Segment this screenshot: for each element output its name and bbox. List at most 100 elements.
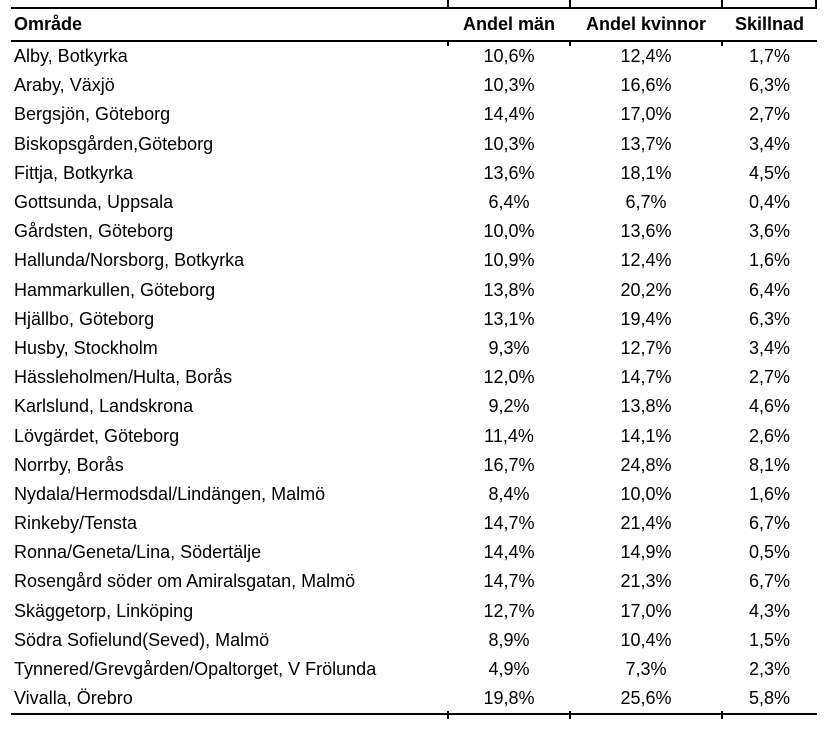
skillnad-cell: 3,6% [748,221,791,242]
table-row: Fittja, Botkyrka 13,6% 18,1% 4,5% [11,159,817,188]
skillnad-cell: 1,7% [748,46,791,67]
omrade-cell: Rinkeby/Tensta [14,513,138,534]
gridline-tick [721,41,723,46]
omrade-cell: Hallunda/Norsborg, Botkyrka [14,250,245,271]
skillnad-cell: 4,6% [748,396,791,417]
gridline-tick [569,41,571,46]
table-row: Skäggetorp, Linköping 12,7% 17,0% 4,3% [11,597,817,626]
andel-kvinnor-cell: 17,0% [620,104,672,125]
andel-kvinnor-cell: 10,4% [620,629,672,650]
skillnad-cell: 0,5% [748,542,791,563]
andel-man-cell: 12,7% [483,600,535,621]
andel-man-cell: 19,8% [448,684,570,716]
skillnad-cell: 3,4% [748,133,791,154]
andel-man-cell: 10,9% [483,250,535,271]
andel-kvinnor-cell: 7,3% [625,659,667,680]
andel-man-cell: 16,7% [483,454,535,475]
table-row: Hammarkullen, Göteborg 13,8% 20,2% 6,4% [11,276,817,305]
andel-man-cell: 10,3% [483,133,535,154]
gridline-tick [569,0,571,9]
table-row: Nydala/Hermodsdal/Lindängen, Malmö 8,4% 10… [11,480,817,509]
andel-man-cell: 13,8% [483,279,535,300]
table-row: Södra Sofielund(Seved), Malmö 8,9% 10,4% 1,… [11,626,817,655]
table-row: Gårdsten, Göteborg 10,0% 13,6% 3,6% [11,217,817,246]
skillnad-cell: 2,6% [748,425,791,446]
table-row: Alby, Botkyrka 10,6% 12,4% 1,7% [11,41,817,71]
table-row: Vivalla, Örebro 19,8% 25,6% 5,8% [11,684,817,716]
andel-kvinnor-cell: 18,1% [620,162,672,183]
andel-man-cell: 11,4% [484,425,534,446]
omrade-cell: Karlslund, Landskrona [14,396,194,417]
andel-kvinnor-cell: 12,4% [620,46,672,67]
omrade-cell: Araby, Växjö [14,75,115,96]
andel-kvinnor-cell: 13,7% [620,133,672,154]
skillnad-cell: 6,7% [748,513,791,534]
omrade-cell: Husby, Stockholm [14,337,158,358]
table-row: Hässleholmen/Hulta, Borås 12,0% 14,7% 2,7% [11,363,817,392]
skillnad-cell: 8,1% [748,454,791,475]
skillnad-cell: 2,7% [748,104,791,125]
table-row: Araby, Växjö 10,3% 16,6% 6,3% [11,71,817,100]
table-row: Gottsunda, Uppsala 6,4% 6,7% 0,4% [11,188,817,217]
skillnad-cell: 3,4% [748,337,791,358]
column-header-omrade: Område [11,7,448,42]
andel-kvinnor-cell: 14,1% [620,425,672,446]
skillnad-cell: 2,3% [748,659,791,680]
omrade-cell: Hammarkullen, Göteborg [14,279,216,300]
skillnad-cell: 6,7% [748,571,791,592]
table-row: Hallunda/Norsborg, Botkyrka 10,9% 12,4% 1,6… [11,246,817,275]
andel-kvinnor-cell: 13,6% [620,221,672,242]
andel-kvinnor-cell: 25,6% [570,684,722,716]
andel-man-cell: 10,0% [483,221,535,242]
andel-man-cell: 10,6% [483,46,535,67]
omrade-cell: Tynnered/Grevgården/Opaltorget, V Frölun… [14,659,377,680]
andel-kvinnor-cell: 13,8% [620,396,672,417]
omrade-cell: Alby, Botkyrka [14,46,128,67]
skillnad-cell: 6,3% [748,308,791,329]
omrade-cell: Rosengård söder om Amiralsgatan, Malmö [14,571,356,592]
table-row: Hjällbo, Göteborg 13,1% 19,4% 6,3% [11,305,817,334]
table-row: Karlslund, Landskrona 9,2% 13,8% 4,6% [11,392,817,421]
gridline-tick [721,711,723,719]
omrade-cell: Gårdsten, Göteborg [14,221,174,242]
table-row: Norrby, Borås 16,7% 24,8% 8,1% [11,451,817,480]
omrade-cell: Ronna/Geneta/Lina, Södertälje [14,542,262,563]
andel-man-cell: 14,7% [483,571,535,592]
table-row: Lövgärdet, Göteborg 11,4% 14,1% 2,6% [11,421,817,450]
andel-man-cell: 4,9% [488,659,530,680]
area-statistics-table: Område Andel män Andel kvinnor Skillnad … [11,7,817,716]
andel-man-cell: 9,3% [488,337,530,358]
omrade-cell: Södra Sofielund(Seved), Malmö [14,629,270,650]
table-row: Biskopsgården,Göteborg 10,3% 13,7% 3,4% [11,130,817,159]
skillnad-cell: 6,3% [748,75,791,96]
andel-man-cell: 14,4% [483,104,535,125]
column-header-skillnad: Skillnad [722,7,817,42]
skillnad-cell: 4,5% [748,162,791,183]
omrade-cell: Hässleholmen/Hulta, Borås [14,367,233,388]
andel-kvinnor-cell: 19,4% [620,308,672,329]
gridline-tick [447,711,449,719]
andel-kvinnor-cell: 24,8% [620,454,672,475]
andel-man-cell: 6,4% [488,192,530,213]
andel-kvinnor-cell: 17,0% [620,600,672,621]
gridline-tick [447,41,449,46]
column-header-andel-man: Andel män [448,7,570,42]
table-row: Rosengård söder om Amiralsgatan, Malmö 14… [11,567,817,596]
omrade-cell: Norrby, Borås [14,454,124,475]
omrade-cell: Skäggetorp, Linköping [14,600,194,621]
omrade-cell: Bergsjön, Göteborg [14,104,171,125]
andel-kvinnor-cell: 12,4% [620,250,672,271]
andel-man-cell: 10,3% [483,75,535,96]
andel-man-cell: 14,4% [483,542,535,563]
skillnad-cell: 1,6% [748,483,791,504]
table-row: Tynnered/Grevgården/Opaltorget, V Frölun… [11,655,817,684]
omrade-cell: Hjällbo, Göteborg [14,308,155,329]
andel-kvinnor-cell: 6,7% [625,192,667,213]
andel-kvinnor-cell: 16,6% [620,75,672,96]
omrade-cell: Fittja, Botkyrka [14,162,134,183]
andel-kvinnor-cell: 12,7% [620,337,672,358]
andel-man-cell: 8,9% [488,629,530,650]
andel-man-cell: 9,2% [488,396,530,417]
skillnad-cell: 5,8% [722,684,817,716]
gridline-tick [815,0,817,9]
